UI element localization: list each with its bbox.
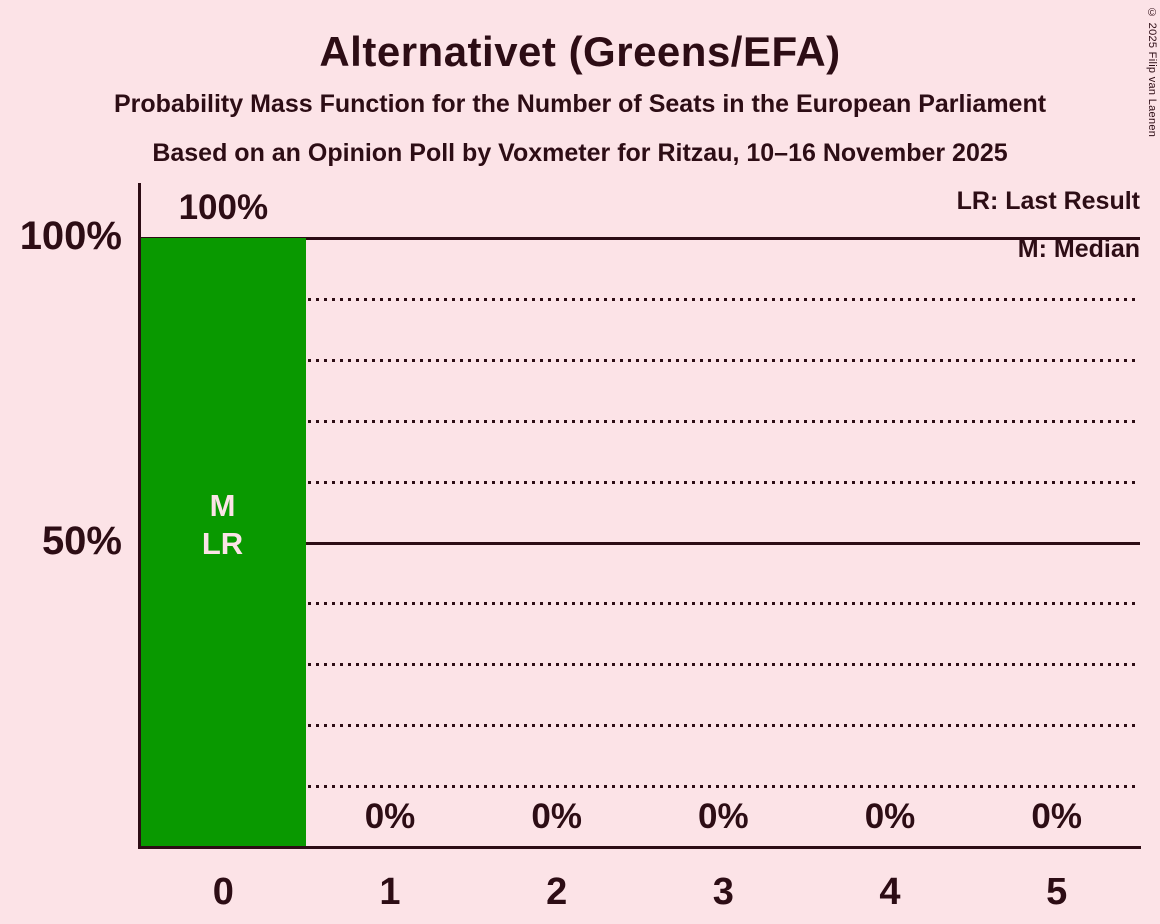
chart-title: Alternativet (Greens/EFA) [319, 28, 841, 75]
bar-value-label-seats-1: 0% [364, 797, 416, 836]
median-marker-label: M [209, 488, 236, 523]
gridline-solid-50pct [140, 541, 1140, 545]
gridline-dotted-20pct [140, 724, 1140, 728]
gridline-dotted-40pct [140, 602, 1140, 606]
x-axis-tick-label-1: 1 [379, 871, 401, 913]
gridline-dotted-10pct [140, 785, 1140, 789]
x-axis-tick-label-5: 5 [1046, 871, 1068, 913]
gridline-dotted-30pct [140, 663, 1140, 667]
y-axis-line [138, 183, 141, 849]
x-axis-line [138, 846, 1141, 849]
bar-value-label-seats-3: 0% [698, 797, 749, 836]
x-axis-tick-label-3: 3 [712, 871, 734, 913]
y-axis-tick-label-50pct: 50% [41, 518, 122, 563]
bar-value-label-seats-5: 0% [1031, 797, 1082, 836]
bar-seats-0 [141, 238, 306, 847]
x-axis-tick-label-4: 4 [879, 871, 901, 913]
chart-subtitle-poll: Based on an Opinion Poll by Voxmeter for… [152, 139, 1008, 167]
x-axis-tick-label-2: 2 [546, 871, 568, 913]
y-axis-tick-label-100pct: 100% [19, 214, 122, 258]
legend-last-result: LR: Last Result [956, 187, 1140, 215]
legend-median: M: Median [1017, 235, 1140, 263]
copyright-notice: © 2025 Filip van Laenen [1146, 7, 1158, 138]
median-last-result-annotation: M LR [140, 487, 305, 563]
last-result-marker-label: LR [201, 526, 244, 561]
chart-subtitle-pmf: Probability Mass Function for the Number… [113, 90, 1047, 118]
bar-value-label-seats-2: 0% [531, 797, 582, 836]
gridline-dotted-60pct [140, 480, 1140, 484]
gridline-dotted-70pct [140, 419, 1140, 423]
gridline-dotted-80pct [140, 358, 1140, 362]
gridline-dotted-90pct [140, 297, 1140, 301]
bar-value-label-seats-4: 0% [864, 797, 916, 836]
x-axis-tick-label-0: 0 [212, 871, 234, 913]
bar-value-label-seats-0: 100% [178, 188, 269, 227]
gridline-solid-100pct [140, 237, 1140, 240]
